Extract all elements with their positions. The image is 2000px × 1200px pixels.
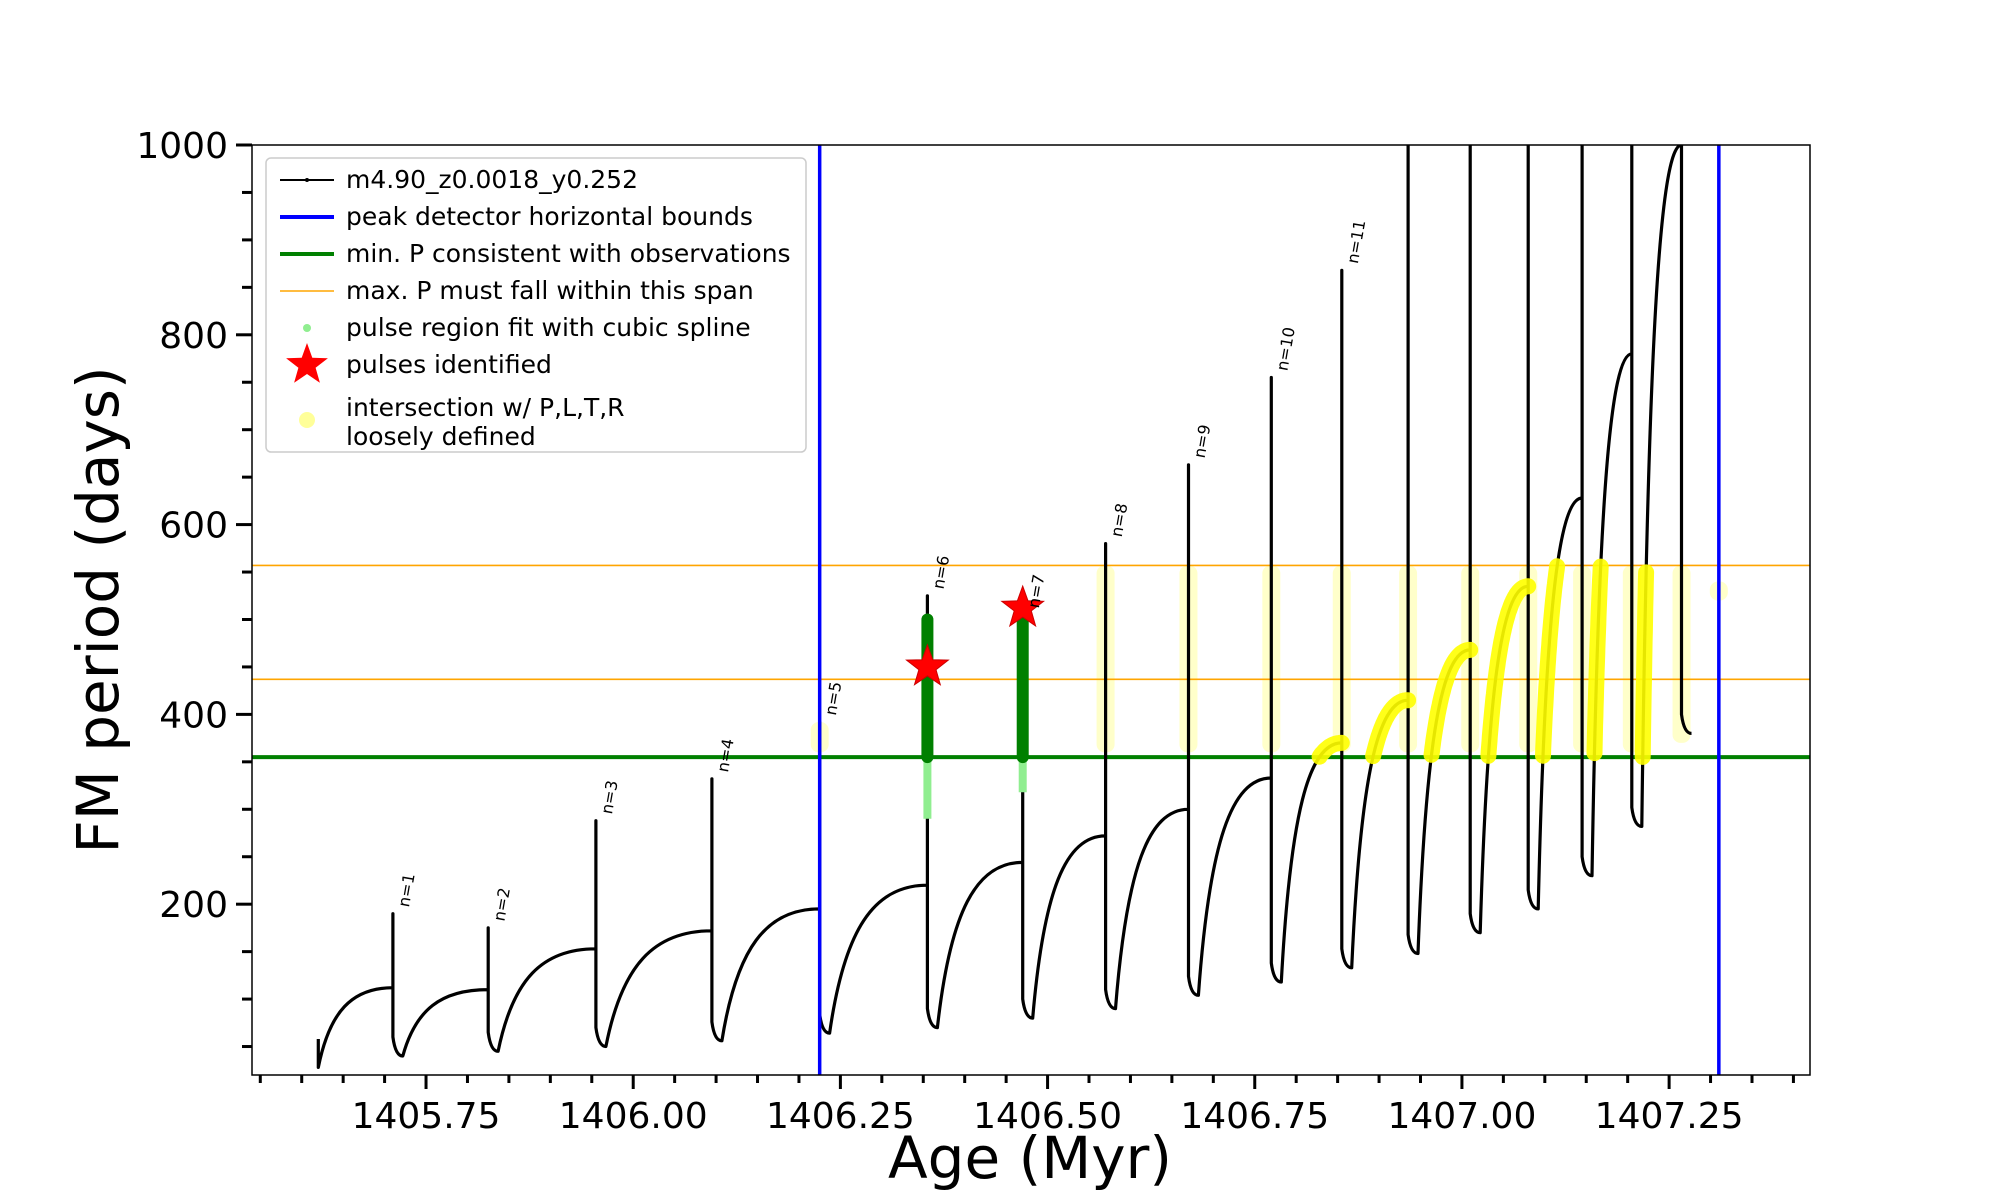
legend-label: intersection w/ P,L,T,R: [346, 393, 625, 422]
x-tick-label: 1406.00: [559, 1096, 708, 1137]
intersection-arc: [1586, 558, 1609, 762]
legend-label: pulses identified: [346, 350, 552, 379]
y-tick-label: 400: [159, 695, 228, 736]
y-tick-label: 1000: [136, 126, 228, 167]
legend-label: max. P must fall within this span: [346, 276, 754, 305]
intersection-arc: [1480, 578, 1537, 764]
x-tick-label: 1406.50: [973, 1096, 1122, 1137]
model-series-line: [316, 145, 1692, 1070]
plot-area: n=1 n=2n=3n=4n=5n=6n=7n=8n=9n=10n=11: [252, 145, 1810, 1075]
plot-frame: [251, 144, 1811, 1076]
legend-label: m4.90_z0.0018_y0.252: [346, 165, 638, 194]
legend-label: min. P consistent with observations: [346, 239, 791, 268]
y-tick-label: 600: [159, 506, 228, 547]
intersection-arc: [1365, 692, 1417, 765]
legend-handle-star: [286, 343, 328, 383]
y-axis-title: FM period (days): [64, 366, 132, 853]
intersection-arc: [1311, 734, 1350, 765]
x-tick-label: 1406.25: [766, 1096, 915, 1137]
legend-label: pulse region fit with cubic spline: [346, 313, 751, 342]
x-tick-label: 1405.75: [352, 1096, 501, 1137]
intersection-arc: [1634, 564, 1655, 765]
y-tick-label: 800: [159, 316, 228, 357]
x-tick-label: 1407.25: [1595, 1096, 1744, 1137]
y-tick-label: 200: [159, 885, 228, 926]
y-axis: 200 400 600 800 1000: [136, 126, 252, 1049]
legend-box: [265, 157, 807, 453]
legend-label: peak detector horizontal bounds: [346, 202, 753, 231]
intersection-arcs: [1311, 558, 1655, 765]
pulse-identified-star: [905, 643, 950, 686]
intersection-arc: [1423, 641, 1479, 763]
legend-label: loosely defined: [346, 422, 536, 451]
plot-content: n=1 n=2n=3n=4n=5n=6n=7n=8n=9n=10n=11: [252, 145, 1810, 1075]
legend-handle-dot: [303, 324, 311, 332]
legend-handle-intersection: [299, 412, 315, 428]
x-axis: 1405.75 1406.00 1406.25 1406.50 1406.75 1407.…: [258, 1075, 1795, 1137]
x-tick-label: 1406.75: [1180, 1096, 1329, 1137]
pulse-identified-star: [1000, 584, 1045, 628]
x-tick-label: 1407.00: [1387, 1096, 1536, 1137]
intersection-arc: [1535, 558, 1566, 764]
x-axis-title: Age (Myr): [888, 1124, 1172, 1192]
legend-handle-series-marker: [305, 178, 309, 182]
